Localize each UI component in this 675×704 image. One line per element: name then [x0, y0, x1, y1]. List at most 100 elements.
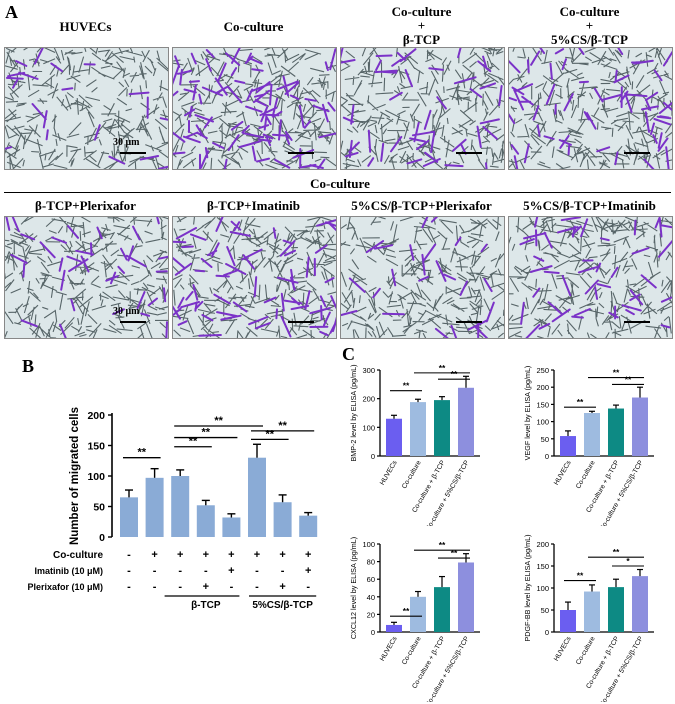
y-axis-title: Number of migrated cells: [69, 407, 81, 545]
condition-label-line: HUVECs: [59, 19, 112, 34]
scale-label: 30 μm: [113, 137, 140, 148]
significance-marker: **: [403, 381, 410, 391]
y-tick-label: 200: [362, 395, 375, 404]
bar: [222, 517, 241, 537]
scale-bar: [120, 321, 146, 323]
y-tick-label: 40: [367, 593, 375, 602]
x-tick-label: HUVECs: [553, 635, 573, 663]
treatment-label: β-TCP+Plerixafor: [35, 198, 136, 213]
bar: [171, 476, 190, 537]
bar: [560, 610, 576, 632]
scale-bar: [624, 321, 650, 323]
y-tick-label: 50: [93, 502, 105, 514]
x-tick-label: Co-culture + 5%CS/β-TCP: [425, 459, 471, 526]
bar: [410, 402, 426, 456]
scale-bar: [120, 152, 146, 154]
significance-marker: **: [439, 363, 446, 373]
pdgfbb-bar-chart: 0 50 100 150 200 PDGF-BB level by ELISA (pg/m…: [523, 534, 654, 702]
cell-pattern: [5, 217, 168, 338]
bar: [632, 397, 648, 456]
bar: [196, 505, 215, 537]
x-tick-label: Co-culture + 5%CS/β-TCP: [599, 635, 645, 702]
condition-label-line: Co-culture: [391, 4, 452, 19]
y-tick-label: 0: [371, 452, 375, 461]
y-tick-label: 150: [536, 400, 549, 409]
cell-pattern: [173, 217, 336, 338]
x-tick-label: HUVECs: [553, 459, 573, 487]
x-tick-label: Co-culture: [401, 635, 423, 666]
bar: [632, 576, 648, 632]
condition-sign: +: [279, 549, 285, 561]
condition-sign: -: [255, 581, 259, 593]
scale-bar: [288, 321, 314, 323]
condition-row-label: Co-culture: [53, 550, 103, 561]
significance-marker: **: [451, 548, 458, 558]
bar: [584, 591, 600, 632]
significance-marker: **: [403, 606, 410, 616]
treatment-label: 5%CS/β-TCP+Imatinib: [523, 198, 656, 213]
y-tick-label: 100: [536, 418, 549, 427]
significance-marker: *: [626, 556, 630, 566]
condition-sign: -: [306, 581, 310, 593]
bar: [248, 457, 266, 537]
bar: [560, 436, 576, 456]
bar: [299, 515, 318, 537]
condition-sign: -: [178, 565, 182, 577]
cell-pattern: [509, 48, 672, 169]
bar: [434, 400, 450, 456]
significance-marker: **: [138, 447, 147, 459]
scale-bar: [624, 152, 650, 154]
bmp2-bar-chart: 0 100 200 300 BMP-2 level by ELISA (pg/mL) HU…: [349, 363, 480, 526]
significance-marker: **: [577, 397, 584, 407]
x-tick-label: Co-culture + 5%CS/β-TCP: [599, 459, 645, 526]
condition-sign: +: [177, 549, 183, 561]
significance-marker: **: [451, 369, 458, 379]
treatment-label: 5%CS/β-TCP+Plerixafor: [351, 198, 492, 213]
micrograph-image: 30 μm: [4, 47, 169, 170]
condition-sign: -: [230, 581, 234, 593]
treatment-label: β-TCP+Imatinib: [207, 198, 300, 213]
scale-label: 30 μm: [113, 306, 140, 317]
y-tick-label: 50: [541, 435, 549, 444]
significance-marker: **: [214, 415, 223, 427]
bar: [584, 413, 600, 456]
condition-label-line: +: [417, 18, 426, 33]
condition-sign: -: [281, 565, 285, 577]
y-tick-label: 300: [362, 366, 375, 375]
condition-sign: +: [203, 581, 209, 593]
condition-label: HUVECs: [4, 20, 167, 34]
vegf-bar-chart: 0 50 100 150 200 250 VEGF level by ELISA (pg/m…: [523, 366, 654, 526]
significance-marker: **: [202, 427, 211, 439]
y-tick-label: 100: [362, 423, 375, 432]
condition-label: Co-culture: [172, 20, 335, 34]
y-tick-label: 100: [536, 584, 549, 593]
scale-bar: [456, 321, 482, 323]
condition-sign: +: [305, 565, 311, 577]
condition-sign: +: [228, 565, 234, 577]
condition-label-line: Co-culture: [559, 4, 620, 19]
condition-sign: -: [255, 565, 259, 577]
bar: [608, 408, 624, 456]
x-tick-label: Co-culture: [401, 459, 423, 490]
group-label: β-TCP: [191, 600, 221, 611]
cxcl12-bar-chart: 0 20 40 60 80 100 CXCL12 level by ELISA (pg/mL…: [349, 537, 480, 702]
panel-c-letter: C: [342, 344, 355, 364]
y-tick-label: 200: [87, 410, 105, 422]
micrograph-image: [508, 216, 673, 339]
panel-a-letter: A: [5, 2, 18, 22]
bar: [273, 502, 292, 537]
bar: [120, 497, 138, 537]
significance-marker: **: [278, 420, 287, 432]
condition-sign: -: [127, 581, 131, 593]
condition-label-line: 5%CS/β-TCP: [551, 32, 628, 47]
micrograph-image: [172, 216, 337, 339]
significance-marker: **: [189, 436, 198, 448]
condition-sign: +: [279, 581, 285, 593]
y-tick-label: 60: [367, 575, 375, 584]
y-tick-label: 200: [536, 540, 549, 549]
bar: [145, 477, 164, 537]
micrograph-image: [340, 216, 505, 339]
condition-sign: +: [305, 549, 311, 561]
y-tick-label: 100: [87, 471, 105, 483]
y-tick-label: 0: [545, 628, 549, 637]
